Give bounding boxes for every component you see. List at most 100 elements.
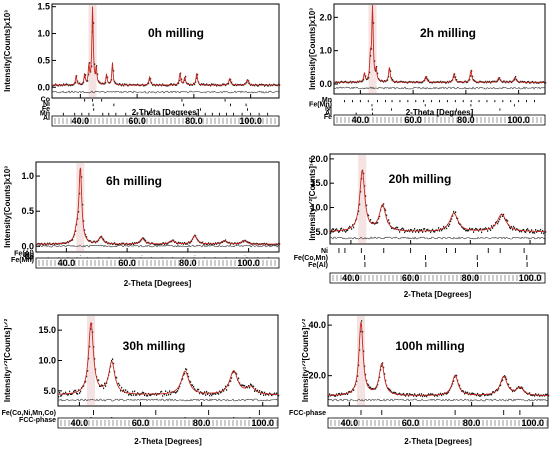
panel-title: 2h milling — [420, 26, 476, 40]
bottom-strip — [57, 417, 279, 429]
phase-label: Fe(Al) — [308, 262, 328, 269]
calculated-profile — [36, 167, 279, 245]
x-tick-label: 100.0 — [519, 273, 542, 283]
phase-label: Mn — [322, 97, 332, 104]
difference-curve — [51, 90, 280, 94]
x-axis-label: 2-Theta [Degrees] — [404, 290, 472, 299]
phase-label: FCC-phase — [289, 410, 326, 417]
y-tick-label: 5.0 — [315, 227, 328, 237]
phase-label: Ni — [27, 255, 34, 262]
x-tick-label: 100.0 — [507, 115, 530, 125]
y-tick-label: 2.0 — [319, 12, 332, 22]
x-tick-label: 60.0 — [128, 116, 146, 126]
x-tick-label: 80.0 — [185, 116, 203, 126]
panel-title: 30h milling — [123, 339, 186, 353]
main-peak-band — [358, 155, 367, 243]
x-tick-label: 80.0 — [179, 258, 197, 268]
y-tick-label: 10.0 — [310, 203, 328, 213]
bottom-strip — [327, 417, 549, 429]
y-tick-label: 1.0 — [319, 46, 332, 56]
phase-label: Ni — [43, 101, 50, 108]
x-tick-label: 80.0 — [193, 418, 211, 428]
x-tick-label: 40.0 — [341, 418, 359, 428]
x-tick-label: 60.0 — [402, 418, 420, 428]
x-tick-label: 40.0 — [72, 116, 90, 126]
panel-title: 0h milling — [148, 26, 204, 40]
phase-label: Al — [43, 115, 50, 122]
x-tick-label: 80.0 — [462, 273, 480, 283]
y-tick-label: 1.0 — [21, 171, 34, 181]
y-tick-label: 20.0 — [310, 154, 328, 164]
panel-title: 100h milling — [395, 339, 464, 353]
x-axis-label: 2-Theta [Degrees] — [124, 279, 192, 288]
x-tick-label: 40.0 — [58, 258, 76, 268]
x-tick-label: 60.0 — [118, 258, 136, 268]
phase-label: Mn — [24, 252, 34, 259]
difference-curve — [35, 244, 280, 248]
x-tick-label: 40.0 — [342, 273, 360, 283]
xrd-panel-1: 0.0 1.0 2.0 2h milling Intensity[Counts]x10³… — [308, 3, 547, 126]
xrd-panel-0: 0.0 0.5 1.0 1.5 0h milling Intensity[Counts]x… — [3, 2, 281, 127]
bottom-strip — [333, 114, 546, 126]
calculated-profile — [58, 322, 278, 395]
phase-label: Fe(Co,Mn) — [294, 255, 328, 262]
x-tick-label: 100.0 — [251, 418, 274, 428]
phase-label: Al — [325, 110, 332, 117]
y-tick-label: 40.0 — [308, 320, 326, 330]
x-tick-label: 60.0 — [404, 115, 422, 125]
difference-curve — [330, 236, 546, 240]
phase-label: Ni — [321, 248, 328, 255]
y-tick-label: 10.0 — [38, 356, 56, 366]
phase-label: Co — [41, 97, 50, 104]
phase-label: FCC-phase — [19, 417, 56, 424]
phase-label: Co — [25, 254, 34, 261]
y-axis-label: Intensity¹ᐟ²[Counts]¹ᐟ² — [301, 319, 310, 403]
y-tick-label: 0.0 — [319, 79, 332, 89]
xrd-panel-5: 20.0 40.0 100h milling Intensity¹ᐟ²[Counts]… — [289, 314, 550, 446]
main-peak-band — [357, 316, 365, 405]
y-tick-label: 0.0 — [21, 241, 34, 251]
x-tick-label: 60.0 — [402, 273, 420, 283]
y-tick-label: 0.5 — [37, 55, 50, 65]
x-tick-label: 100.0 — [521, 418, 544, 428]
y-tick-label: 15.0 — [38, 325, 56, 335]
phase-label: Fe — [324, 114, 332, 121]
phase-label: Fe(Mn) — [309, 101, 332, 108]
y-tick-label: 1.0 — [37, 29, 50, 39]
x-tick-label: 100.0 — [237, 258, 260, 268]
main-peak-band — [368, 5, 377, 93]
x-tick-label: 60.0 — [132, 418, 150, 428]
y-tick-label: 0.0 — [37, 82, 50, 92]
bottom-strip — [51, 115, 280, 127]
y-tick-label: 20.0 — [308, 371, 326, 381]
y-tick-label: 1.5 — [37, 2, 50, 12]
x-axis-label: 2-Theta [Degrees] — [134, 437, 202, 446]
difference-curve — [333, 86, 546, 90]
phase-label: Fe — [42, 106, 50, 113]
panel-title: 6h milling — [106, 174, 162, 188]
y-tick-label: 15.0 — [310, 178, 328, 188]
y-tick-label: 0.5 — [21, 206, 34, 216]
calculated-profile — [334, 4, 545, 83]
panel-title: 20h milling — [389, 172, 452, 186]
main-peak-band — [76, 163, 85, 251]
x-axis-label: 2-Theta [Degrees] — [132, 108, 200, 117]
x-tick-label: 100.0 — [239, 116, 262, 126]
phase-label: Mn — [40, 110, 50, 117]
y-axis-label: Intensity[Counts]x10³ — [308, 8, 317, 90]
xrd-panel-2: 0.0 0.5 1.0 6h milling Intensity[Counts]x10³… — [3, 161, 281, 288]
phase-label: Fe(Co,Ni,Mn,Co) — [2, 410, 56, 417]
main-peak-band — [87, 316, 95, 405]
y-axis-label: Intensity¹ᐟ²[Counts]¹ᐟ² — [3, 319, 12, 403]
bottom-strip — [329, 272, 546, 284]
x-tick-label: 80.0 — [457, 115, 475, 125]
xrd-panel-3: 5.0 10.0 15.0 20.0 20h milling Intensity¹ᐟ²[C… — [294, 153, 547, 299]
phase-label: Ni — [325, 106, 332, 113]
xrd-panel-4: 5.0 10.0 15.0 30h milling Intensity¹ᐟ²[Count… — [2, 314, 280, 446]
difference-curve — [57, 398, 278, 402]
y-tick-label: 5.0 — [43, 386, 56, 396]
x-tick-label: 80.0 — [463, 418, 481, 428]
x-tick-label: 40.0 — [352, 115, 370, 125]
phase-label: Fe(Al) — [14, 251, 34, 258]
